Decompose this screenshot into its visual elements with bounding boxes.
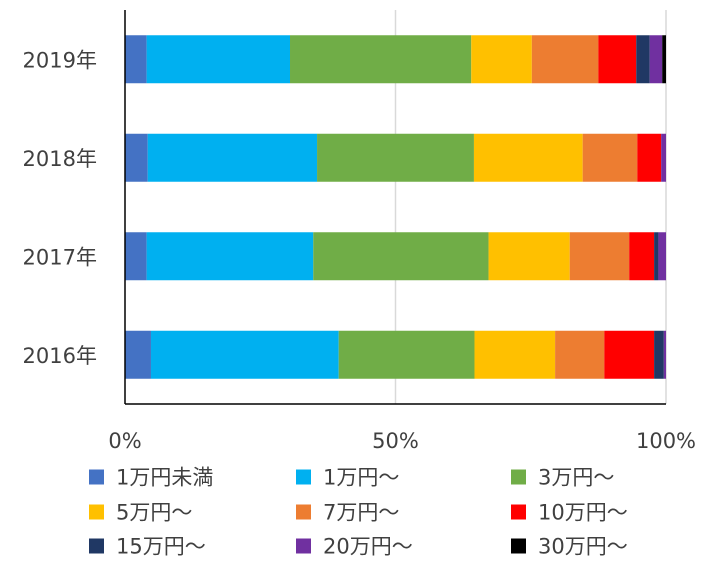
- legend-swatch: [296, 504, 311, 520]
- bar-segment: [654, 232, 659, 281]
- legend-item: 1万円未満: [89, 466, 213, 490]
- legend-swatch: [296, 538, 311, 554]
- bar-segment: [290, 35, 472, 84]
- legend-label: 1万円未満: [116, 466, 213, 490]
- bar-segment: [637, 133, 662, 182]
- category-label: 2019年: [23, 48, 97, 72]
- legend-item: 7万円〜: [296, 501, 399, 525]
- bar-segment: [663, 330, 666, 379]
- category-label: 2018年: [23, 147, 97, 171]
- category-label: 2017年: [23, 245, 97, 269]
- bar-segment: [629, 232, 655, 281]
- legend-swatch: [89, 538, 104, 554]
- x-tick-label: 0%: [108, 429, 141, 453]
- bar-segment: [604, 330, 655, 379]
- legend-label: 10万円〜: [538, 501, 628, 525]
- bar-segment: [658, 232, 666, 281]
- bar-segment: [473, 133, 583, 182]
- bar-segment: [488, 232, 570, 281]
- bar-segment: [146, 35, 291, 84]
- bar-segment: [125, 330, 151, 379]
- legend-item: 30万円〜: [511, 535, 628, 559]
- legend-swatch: [511, 469, 526, 485]
- legend-label: 15万円〜: [116, 535, 206, 559]
- bar-segment: [338, 330, 475, 379]
- bar-segment: [649, 35, 663, 84]
- bar-segment: [474, 330, 556, 379]
- bar-segment: [125, 133, 148, 182]
- bar-segment: [471, 35, 532, 84]
- bar-segment: [317, 133, 474, 182]
- legend-label: 20万円〜: [323, 535, 413, 559]
- legend-swatch: [511, 538, 526, 554]
- bar-segment: [531, 35, 599, 84]
- legend-item: 20万円〜: [296, 535, 413, 559]
- x-tick-label: 50%: [372, 429, 419, 453]
- x-tick-label: 100%: [636, 429, 696, 453]
- bar-segment: [125, 232, 147, 281]
- legend-label: 1万円〜: [323, 466, 399, 490]
- legend-swatch: [89, 504, 104, 520]
- legend-label: 5万円〜: [116, 501, 192, 525]
- legend-label: 30万円〜: [538, 535, 628, 559]
- legend-item: 10万円〜: [511, 501, 628, 525]
- tick-labels: 0% 50% 100%: [108, 429, 696, 453]
- bar-segment: [147, 133, 318, 182]
- bars-layer: [125, 35, 666, 379]
- legend-swatch: [511, 504, 526, 520]
- bar-segment: [661, 133, 666, 182]
- axis-layer: [124, 10, 666, 405]
- category-labels: 2019年 2018年 2017年 2016年: [23, 48, 97, 368]
- legend-swatch: [296, 469, 311, 485]
- bar-segment: [125, 35, 147, 84]
- bar-segment: [654, 330, 664, 379]
- bar-segment: [555, 330, 605, 379]
- category-label: 2016年: [23, 344, 97, 368]
- legend-swatch: [89, 469, 104, 485]
- legend-item: 3万円〜: [511, 466, 614, 490]
- bar-segment: [569, 232, 630, 281]
- legend: 1万円未満 1万円〜 3万円〜 5万円〜 7万円〜 10万円〜 15万円〜 20万円〜 30万円…: [89, 466, 628, 559]
- legend-item: 1万円〜: [296, 466, 399, 490]
- bar-segment: [313, 232, 489, 281]
- legend-label: 7万円〜: [323, 501, 399, 525]
- bar-segment: [636, 35, 650, 84]
- legend-item: 15万円〜: [89, 535, 206, 559]
- bar-segment: [582, 133, 638, 182]
- legend-label: 3万円〜: [538, 466, 614, 490]
- legend-item: 5万円〜: [89, 501, 192, 525]
- bar-segment: [146, 232, 314, 281]
- bar-segment: [150, 330, 339, 379]
- bar-segment: [662, 35, 666, 84]
- bar-segment: [598, 35, 637, 84]
